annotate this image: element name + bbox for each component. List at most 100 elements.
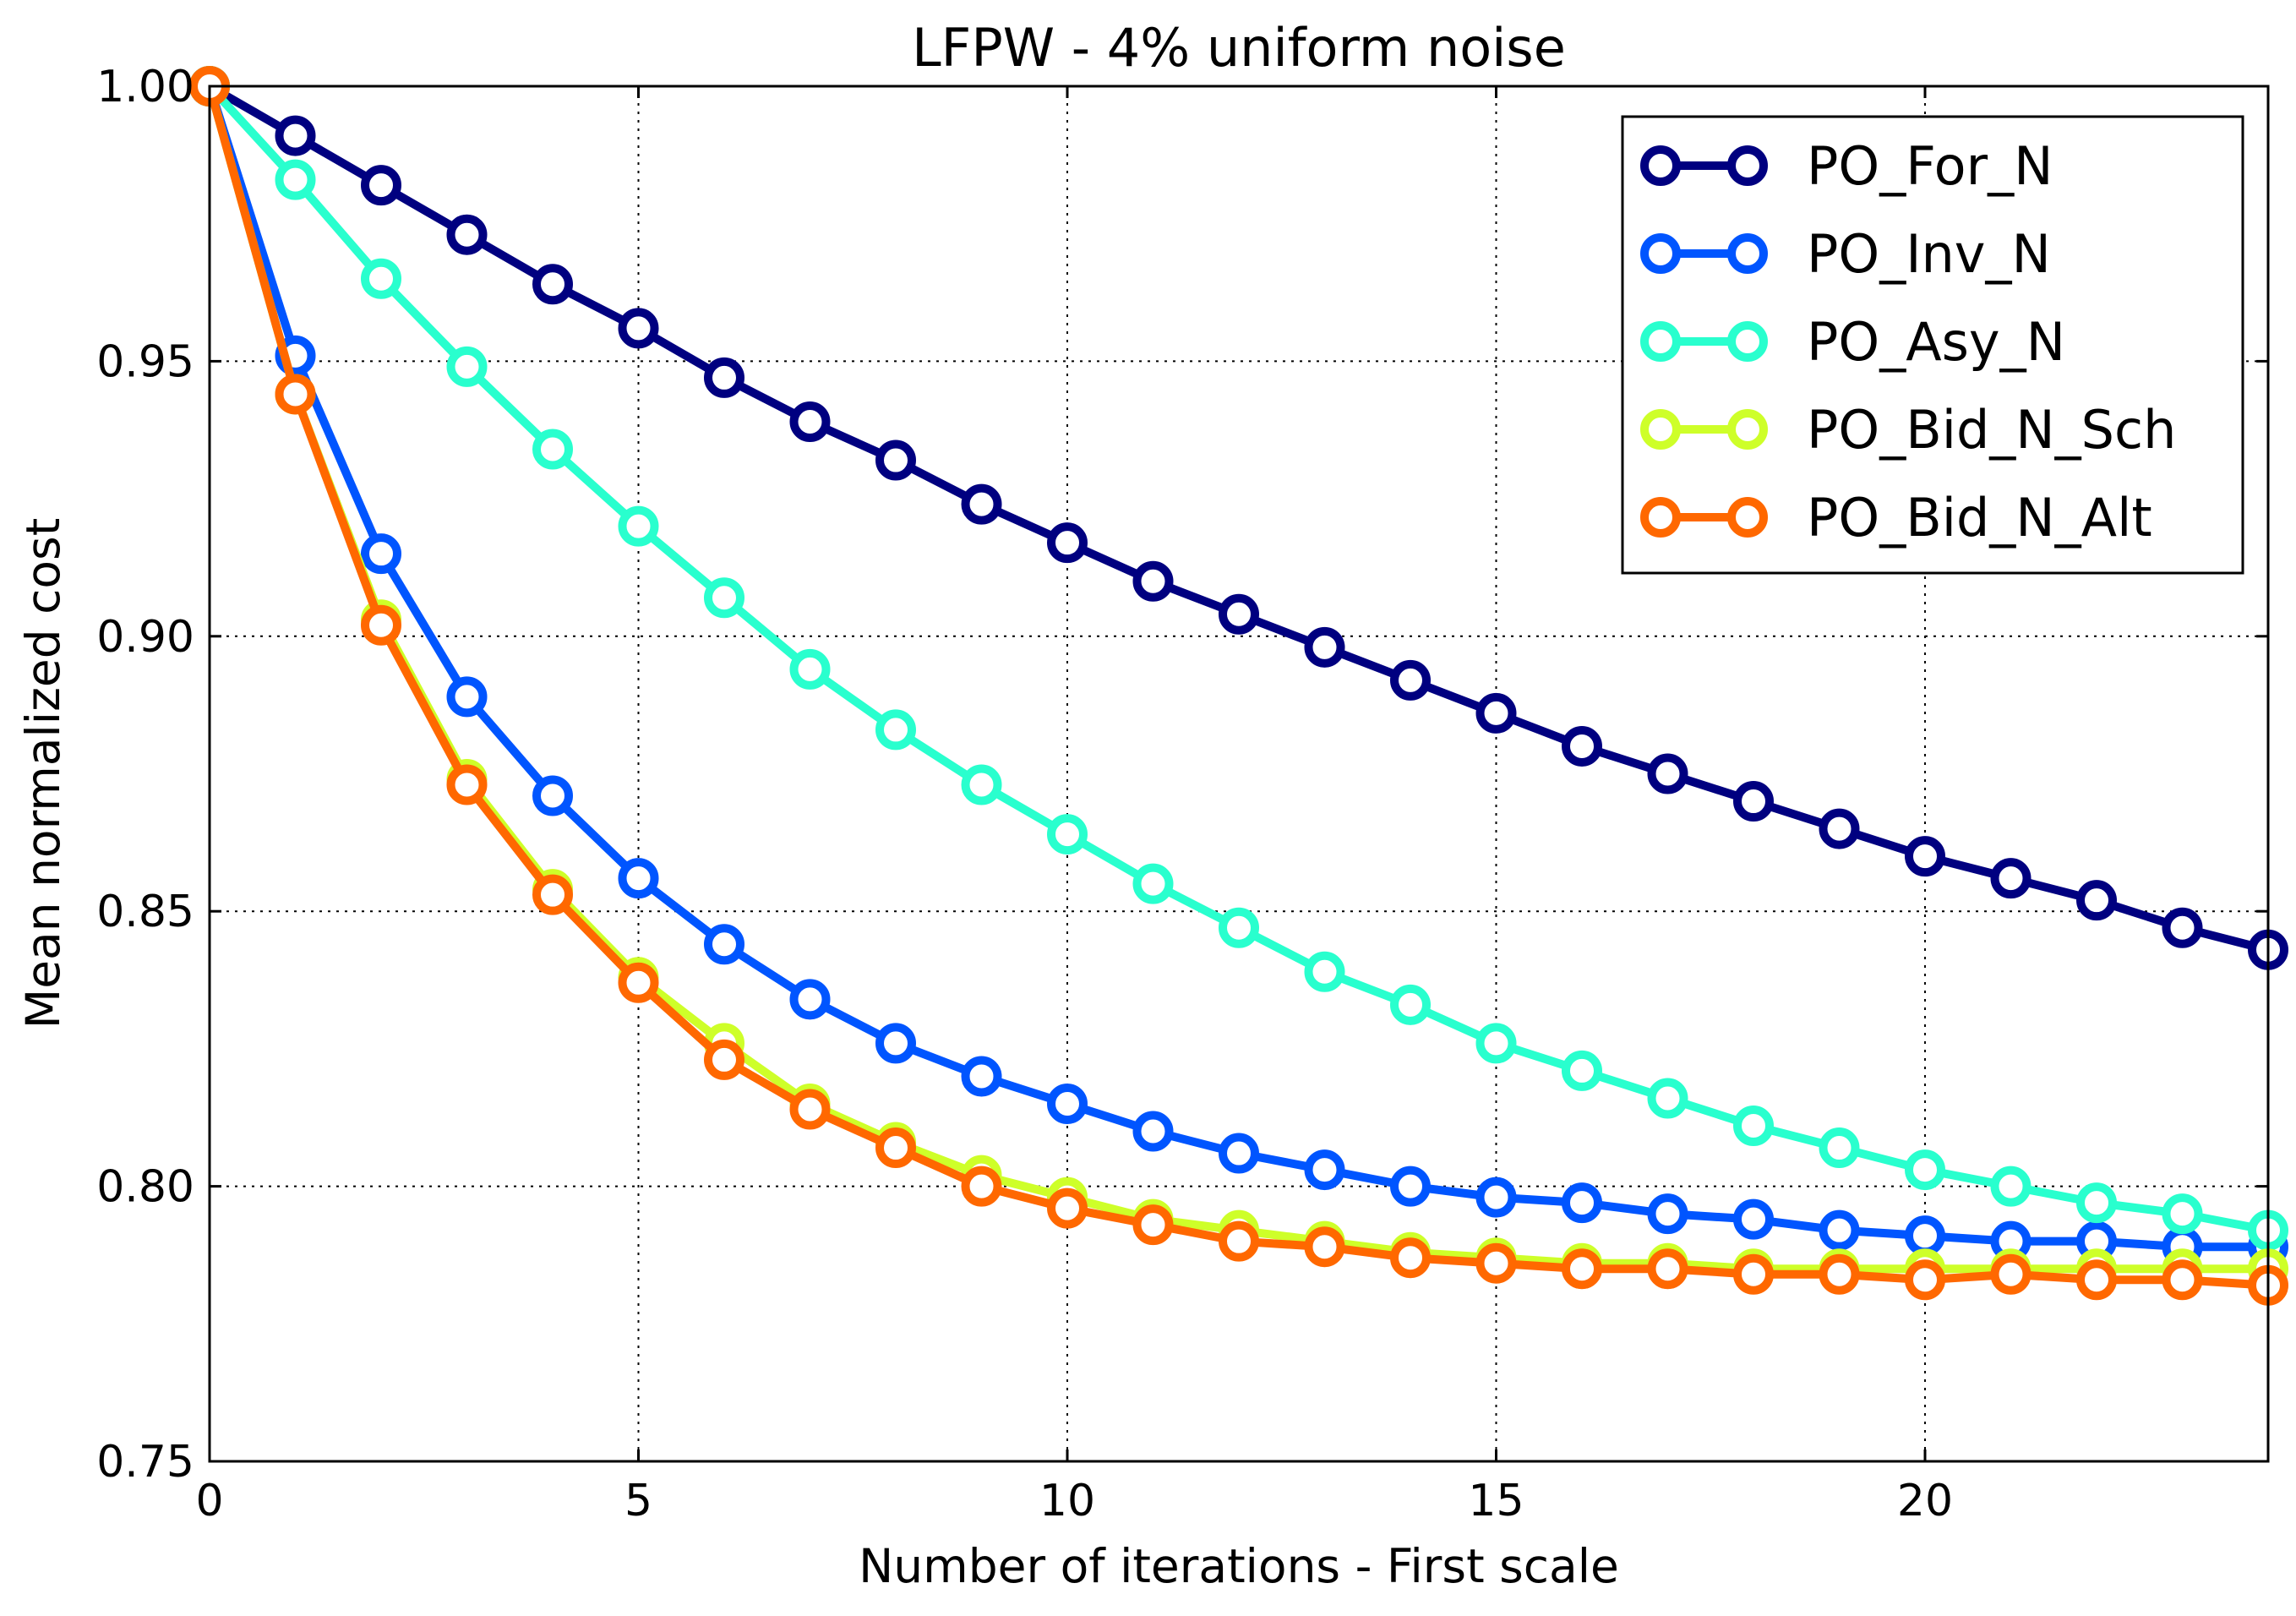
legend-marker: [1640, 497, 1681, 538]
data-point: [618, 505, 659, 547]
data-point: [1905, 836, 1945, 877]
data-point: [1562, 725, 1602, 767]
chart-title: LFPW - 4% uniform noise: [912, 17, 1566, 79]
data-point: [446, 214, 488, 255]
legend-marker: [1727, 233, 1768, 274]
legend-marker: [1727, 409, 1768, 450]
x-axis-label: Number of iterations - First scale: [859, 1539, 1619, 1593]
data-point: [1905, 1149, 1945, 1191]
data-point: [618, 962, 659, 1003]
data-point: [1132, 1111, 1174, 1152]
data-point: [2076, 1259, 2117, 1301]
data-point: [1475, 1023, 1517, 1064]
x-tick-label: 0: [195, 1476, 223, 1526]
data-point: [1304, 951, 1345, 992]
x-tick-label: 15: [1468, 1476, 1524, 1526]
data-point: [1990, 1253, 2031, 1295]
data-point: [1304, 1149, 1345, 1191]
data-point: [2076, 1182, 2117, 1224]
data-point: [961, 1166, 1002, 1207]
data-point: [2162, 907, 2203, 948]
data-point: [875, 1127, 916, 1169]
data-point: [961, 764, 1002, 805]
legend-marker: [1640, 233, 1681, 274]
plot-frame: [208, 85, 2270, 1463]
legend-items: PO_For_N PO_Inv_N PO_Asy_N PO_Bid_N_Sch PO_B…: [1640, 135, 2176, 549]
y-tick-label: 0.90: [96, 612, 194, 663]
data-point: [789, 1089, 831, 1130]
data-point: [532, 775, 573, 816]
data-point: [1647, 753, 1688, 794]
data-point: [1047, 1187, 1088, 1229]
data-point: [1047, 522, 1088, 564]
data-point: [961, 483, 1002, 525]
data-point: [618, 308, 659, 349]
data-point: [875, 709, 916, 751]
data-point: [618, 858, 659, 899]
series-lines: [189, 66, 2288, 1306]
data-point: [1219, 1220, 1259, 1262]
data-point: [446, 346, 488, 387]
data-point: [1132, 560, 1174, 602]
data-point: [1475, 692, 1517, 734]
legend-item: PO_For_N: [1640, 135, 2053, 197]
y-tick-label: 0.75: [96, 1437, 194, 1488]
data-point: [532, 874, 573, 915]
y-tick-label: 1.00: [96, 62, 194, 112]
data-point: [1219, 1133, 1259, 1174]
legend-label: PO_For_N: [1807, 135, 2053, 197]
legend-marker: [1640, 321, 1681, 362]
data-point: [2076, 880, 2117, 921]
data-point: [1132, 1204, 1174, 1246]
data-point: [1647, 1193, 1688, 1235]
legend-marker: [1640, 145, 1681, 186]
data-point: [532, 429, 573, 470]
series-PO_Asy_N: [189, 66, 2288, 1251]
data-point: [789, 979, 831, 1020]
data-point: [1390, 659, 1431, 701]
x-tick-label: 10: [1039, 1476, 1095, 1526]
legend-item: PO_Asy_N: [1640, 311, 2065, 373]
data-point: [1562, 1050, 1602, 1091]
data-point: [1819, 1253, 1860, 1295]
data-point: [1047, 1083, 1088, 1124]
data-point: [1990, 858, 2031, 899]
data-point: [1733, 781, 1774, 822]
data-point: [1562, 1182, 1602, 1224]
data-point: [704, 357, 744, 398]
data-point: [1475, 1177, 1517, 1218]
data-point: [361, 533, 401, 575]
legend-label: PO_Inv_N: [1807, 223, 2051, 285]
data-point: [789, 648, 831, 690]
data-point: [1562, 1248, 1602, 1290]
y-tick-label: 0.80: [96, 1162, 194, 1213]
legend-marker: [1727, 145, 1768, 186]
data-point: [1390, 1237, 1431, 1279]
data-point: [1647, 1078, 1688, 1119]
data-point: [1733, 1253, 1774, 1295]
data-point: [1132, 863, 1174, 904]
data-point: [1819, 808, 1860, 849]
legend-label: PO_Bid_N_Alt: [1807, 487, 2152, 549]
data-point: [1390, 1166, 1431, 1207]
data-point: [961, 1056, 1002, 1097]
data-point: [704, 577, 744, 619]
x-tick-label: 5: [624, 1476, 652, 1526]
data-point: [1390, 984, 1431, 1025]
data-point: [1475, 1242, 1517, 1284]
data-point: [2162, 1193, 2203, 1235]
data-point: [1047, 814, 1088, 855]
data-point: [1219, 907, 1259, 948]
y-axis-label: Mean normalized cost: [16, 518, 70, 1029]
data-point: [1304, 1226, 1345, 1268]
data-point: [704, 1039, 744, 1080]
axis-ticks: 0 5 10 15 20 0.75 0.80 0.85 0.90 0.95 1.00: [96, 62, 2268, 1526]
data-point: [532, 264, 573, 305]
data-point: [1990, 1166, 2031, 1207]
legend-marker: [1640, 409, 1681, 450]
data-point: [1905, 1215, 1945, 1257]
data-point: [1905, 1259, 1945, 1301]
data-point: [875, 1023, 916, 1064]
data-point: [789, 401, 831, 442]
